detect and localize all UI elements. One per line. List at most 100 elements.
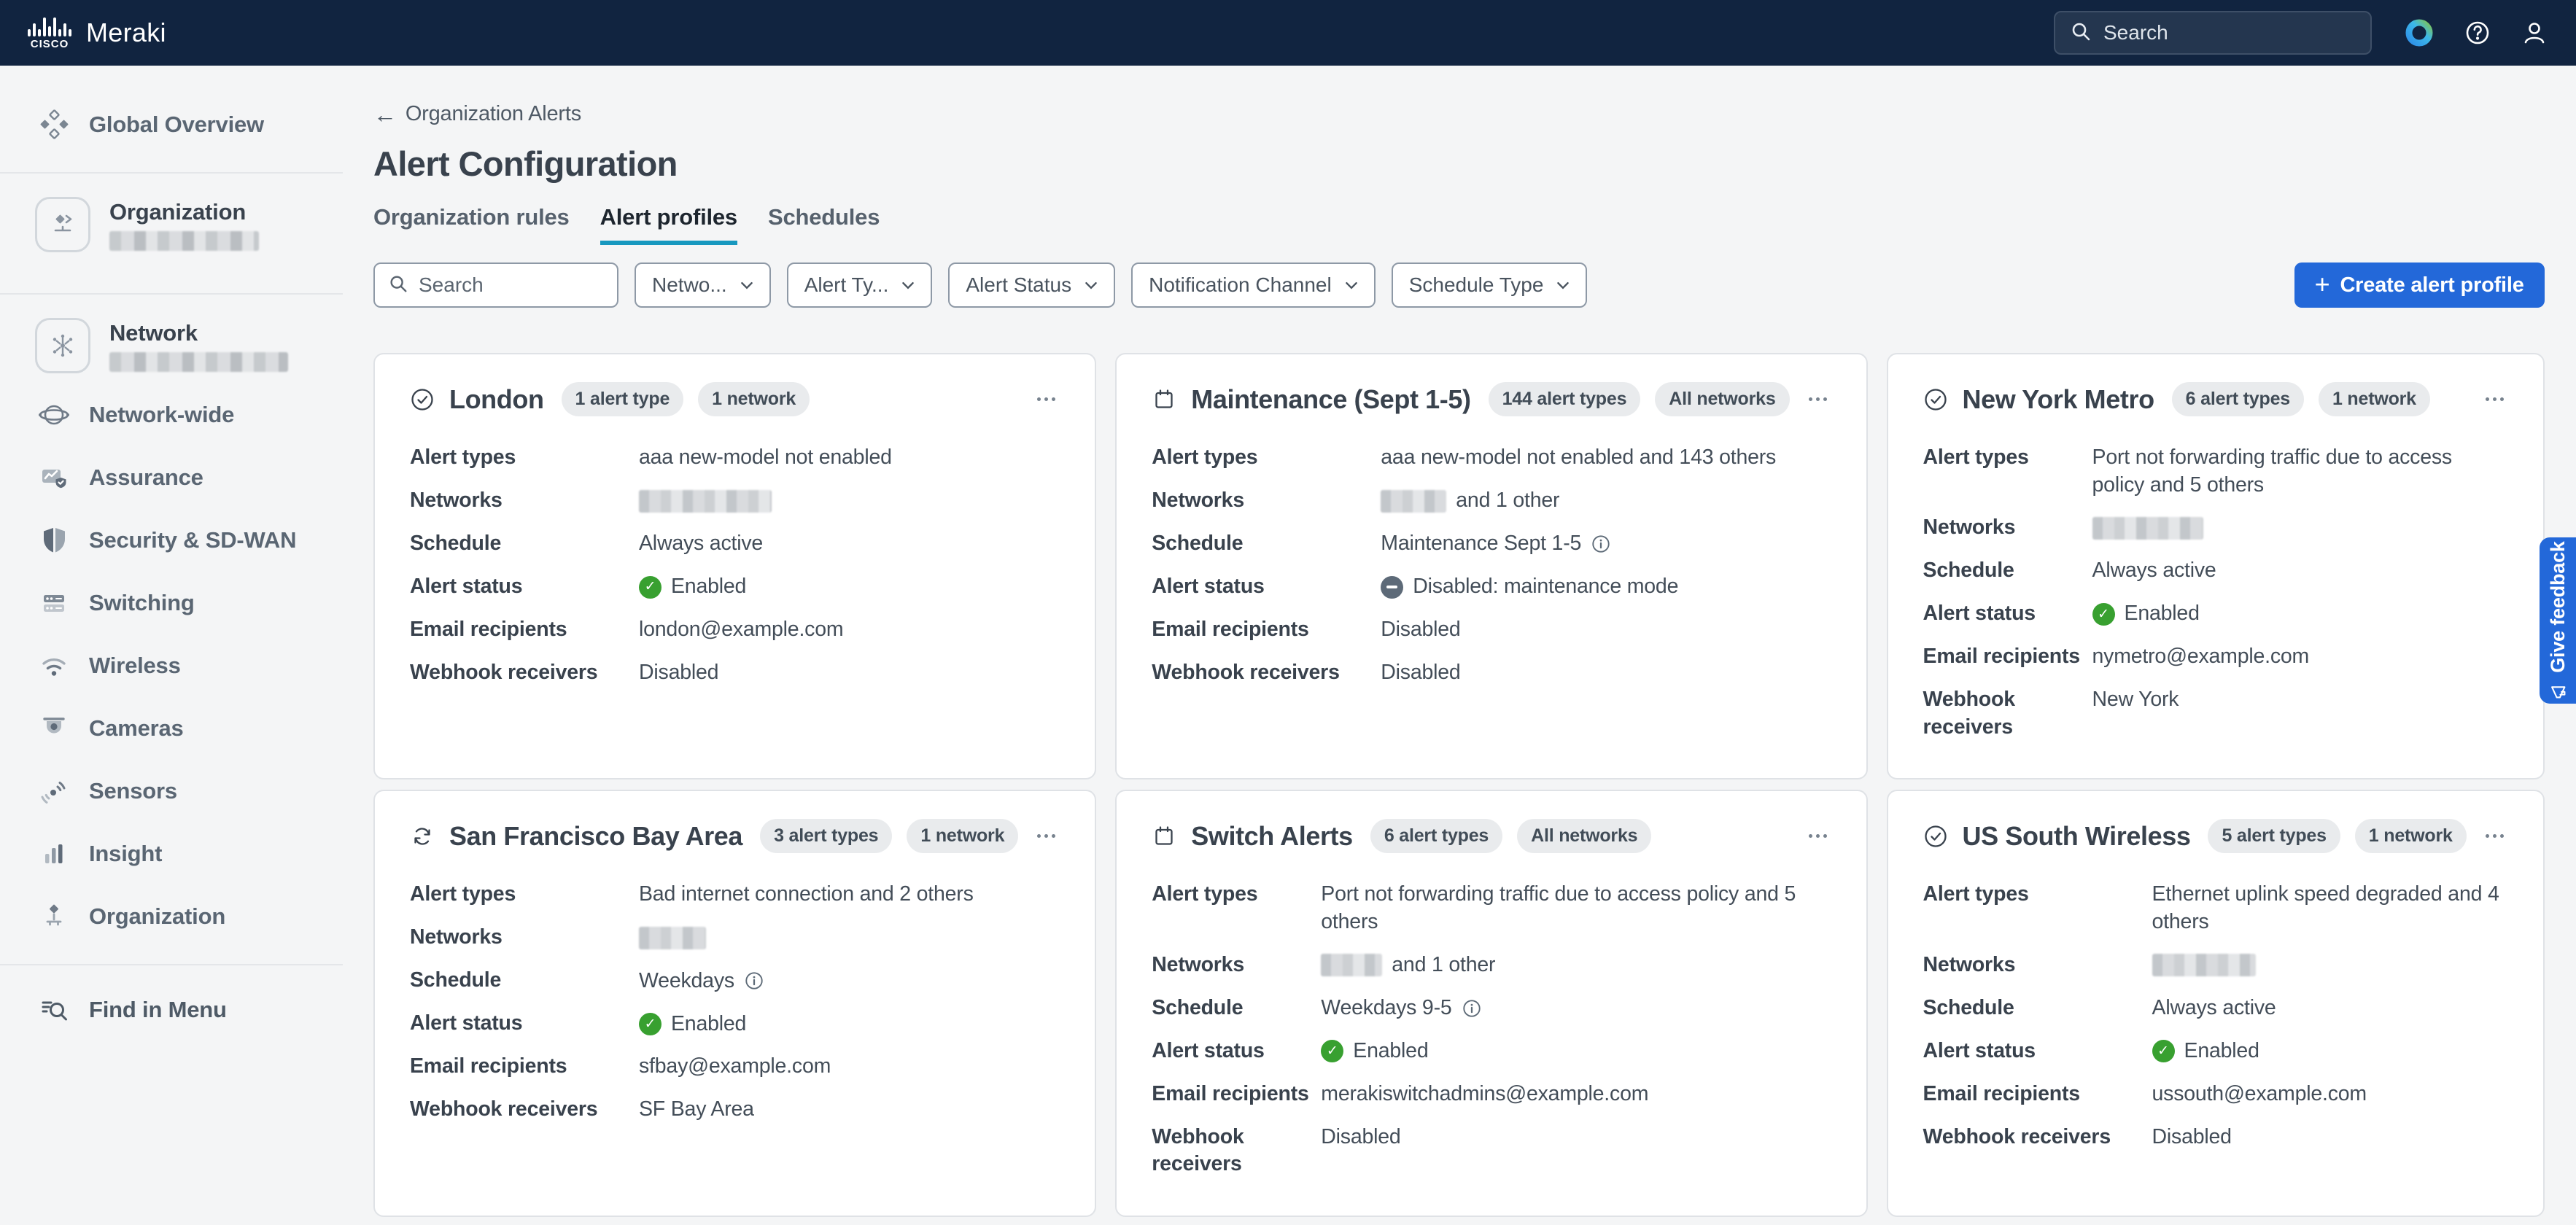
alert-status-value: Enabled xyxy=(639,573,1060,601)
sidebar-item-network-selector[interactable]: Network xyxy=(0,318,343,373)
sidebar-item-sensors[interactable]: Sensors xyxy=(0,769,343,814)
status-icon xyxy=(639,575,662,599)
sidebar-item-switching[interactable]: Switching xyxy=(0,580,343,626)
org-person-icon xyxy=(38,901,70,933)
email-recipients-value: Disabled xyxy=(1381,618,1461,641)
back-arrow-icon: ← xyxy=(373,101,397,128)
sidebar-item-insight[interactable]: Insight xyxy=(0,831,343,876)
notification-channel-filter-dropdown[interactable]: Notification Channel xyxy=(1131,262,1376,308)
schedule-value: Maintenance Sept 1-5 xyxy=(1381,530,1831,558)
email-recipients-value: ussouth@example.com xyxy=(2152,1081,2367,1105)
sidebar-item-label: Cameras xyxy=(89,715,184,741)
sidebar-item-organization-selector[interactable]: Organization xyxy=(0,197,343,252)
card-menu-button[interactable] xyxy=(1804,393,1831,405)
sidebar-item-label: Network-wide xyxy=(89,402,235,427)
global-search-input[interactable] xyxy=(2103,21,2356,44)
calendar-icon xyxy=(1152,824,1176,849)
network-count-badge: 1 network xyxy=(2354,819,2467,854)
page-title: Alert Configuration xyxy=(373,144,678,183)
recurring-icon xyxy=(410,824,435,849)
networks-value xyxy=(639,487,1060,515)
sidebar-item-wireless[interactable]: Wireless xyxy=(0,643,343,688)
sidebar-divider xyxy=(0,172,343,174)
create-alert-profile-button[interactable]: + Create alert profile xyxy=(2294,262,2545,308)
email-recipients-value: sfbay@example.com xyxy=(639,1054,831,1078)
network-count-badge: All networks xyxy=(1517,819,1652,854)
filter-bar: Netwo... Alert Ty... Alert Status Notifi… xyxy=(373,262,2545,308)
alert-profile-card-new-york-metro: New York Metro 6 alert types 1 network A… xyxy=(1886,353,2545,780)
chevron-down-icon xyxy=(1345,281,1357,289)
global-search[interactable] xyxy=(2054,11,2372,55)
sidebar-item-label: Security & SD-WAN xyxy=(89,527,297,553)
give-feedback-tab[interactable]: Give feedback xyxy=(2540,537,2576,704)
sidebar-item-label: Global Overview xyxy=(89,112,264,137)
alert-types-value: aaa new-model not enabled xyxy=(639,446,892,469)
breadcrumb-back-link[interactable]: ← Organization Alerts xyxy=(373,102,2545,126)
sidebar-item-label: Find in Menu xyxy=(89,997,227,1022)
redacted-network-name xyxy=(639,489,772,513)
assurance-icon xyxy=(38,462,70,494)
alert-type-count-badge: 6 alert types xyxy=(2171,382,2304,416)
alert-profile-card-san-francisco-bay-area: San Francisco Bay Area 3 alert types 1 n… xyxy=(373,790,1097,1217)
alert-profile-card-us-south-wireless: US South Wireless 5 alert types 1 networ… xyxy=(1886,790,2545,1217)
globe-icon xyxy=(38,399,70,431)
networks-value: and 1 other xyxy=(1321,952,1831,979)
schedule-value: Always active xyxy=(639,532,764,556)
megaphone-icon xyxy=(2548,681,2567,700)
sensor-icon xyxy=(38,775,70,807)
calendar-icon xyxy=(1152,387,1176,412)
card-title: Switch Alerts xyxy=(1191,820,1353,851)
alert-status-filter-dropdown[interactable]: Alert Status xyxy=(948,262,1116,308)
email-recipients-value: merakiswitchadmins@example.com xyxy=(1321,1081,1649,1105)
info-icon[interactable] xyxy=(1591,534,1611,554)
card-menu-button[interactable] xyxy=(1804,830,1831,842)
search-icon xyxy=(2070,20,2092,46)
help-icon[interactable] xyxy=(2464,19,2491,47)
email-recipients-value: london@example.com xyxy=(639,618,844,641)
main-content: ← Organization Alerts Alert Configuratio… xyxy=(343,66,2576,1225)
card-title: London xyxy=(449,384,544,414)
webhook-receivers-value: Disabled xyxy=(1381,661,1461,684)
card-menu-button[interactable] xyxy=(2481,830,2508,842)
tab-alert-profiles[interactable]: Alert profiles xyxy=(600,204,737,245)
sidebar-item-organization[interactable]: Organization xyxy=(0,894,343,939)
card-menu-button[interactable] xyxy=(1033,830,1060,842)
card-title: New York Metro xyxy=(1962,384,2155,414)
sidebar-item-cameras[interactable]: Cameras xyxy=(0,706,343,751)
redacted-network-name xyxy=(1321,954,1383,977)
info-icon[interactable] xyxy=(744,971,764,991)
schedule-value: Always active xyxy=(2092,559,2216,583)
sidebar-item-network-wide[interactable]: Network-wide xyxy=(0,392,343,438)
network-filter-dropdown[interactable]: Netwo... xyxy=(635,262,771,308)
card-menu-button[interactable] xyxy=(1033,393,1060,405)
meraki-brand: CISCO Meraki xyxy=(28,16,166,50)
sidebar-item-label: Organization xyxy=(109,198,247,225)
plus-icon: + xyxy=(2314,268,2330,299)
tab-organization-rules[interactable]: Organization rules xyxy=(373,204,570,230)
tab-schedules[interactable]: Schedules xyxy=(767,204,880,230)
sidebar-item-assurance[interactable]: Assurance xyxy=(0,455,343,500)
user-icon[interactable] xyxy=(2521,19,2548,47)
breadcrumb-label: Organization Alerts xyxy=(405,102,582,125)
alert-types-value: Port not forwarding traffic due to acces… xyxy=(2092,446,2453,497)
webhook-receivers-value: SF Bay Area xyxy=(639,1097,754,1121)
info-icon[interactable] xyxy=(1462,998,1482,1019)
sidebar-item-security-sdwan[interactable]: Security & SD-WAN xyxy=(0,518,343,563)
sidebar-item-global-overview[interactable]: Global Overview xyxy=(0,102,343,147)
schedule-value: Weekdays 9-5 xyxy=(1321,995,1831,1022)
alert-type-filter-dropdown[interactable]: Alert Ty... xyxy=(786,262,933,308)
tab-bar: Organization rules Alert profiles Schedu… xyxy=(373,204,2545,245)
schedule-type-filter-dropdown[interactable]: Schedule Type xyxy=(1391,262,1588,308)
sidebar-item-find-in-menu[interactable]: Find in Menu xyxy=(0,987,343,1032)
global-overview-icon xyxy=(38,109,70,141)
card-title: US South Wireless xyxy=(1962,820,2191,851)
shield-icon xyxy=(38,524,70,556)
sidebar-divider xyxy=(0,964,343,965)
profile-search-input[interactable] xyxy=(419,273,604,297)
bar-chart-icon xyxy=(38,838,70,870)
webex-ring-icon[interactable] xyxy=(2404,18,2435,48)
network-box-icon xyxy=(35,318,90,373)
profile-search[interactable] xyxy=(373,262,618,308)
card-menu-button[interactable] xyxy=(2481,393,2508,405)
networks-value: and 1 other xyxy=(1381,487,1831,515)
